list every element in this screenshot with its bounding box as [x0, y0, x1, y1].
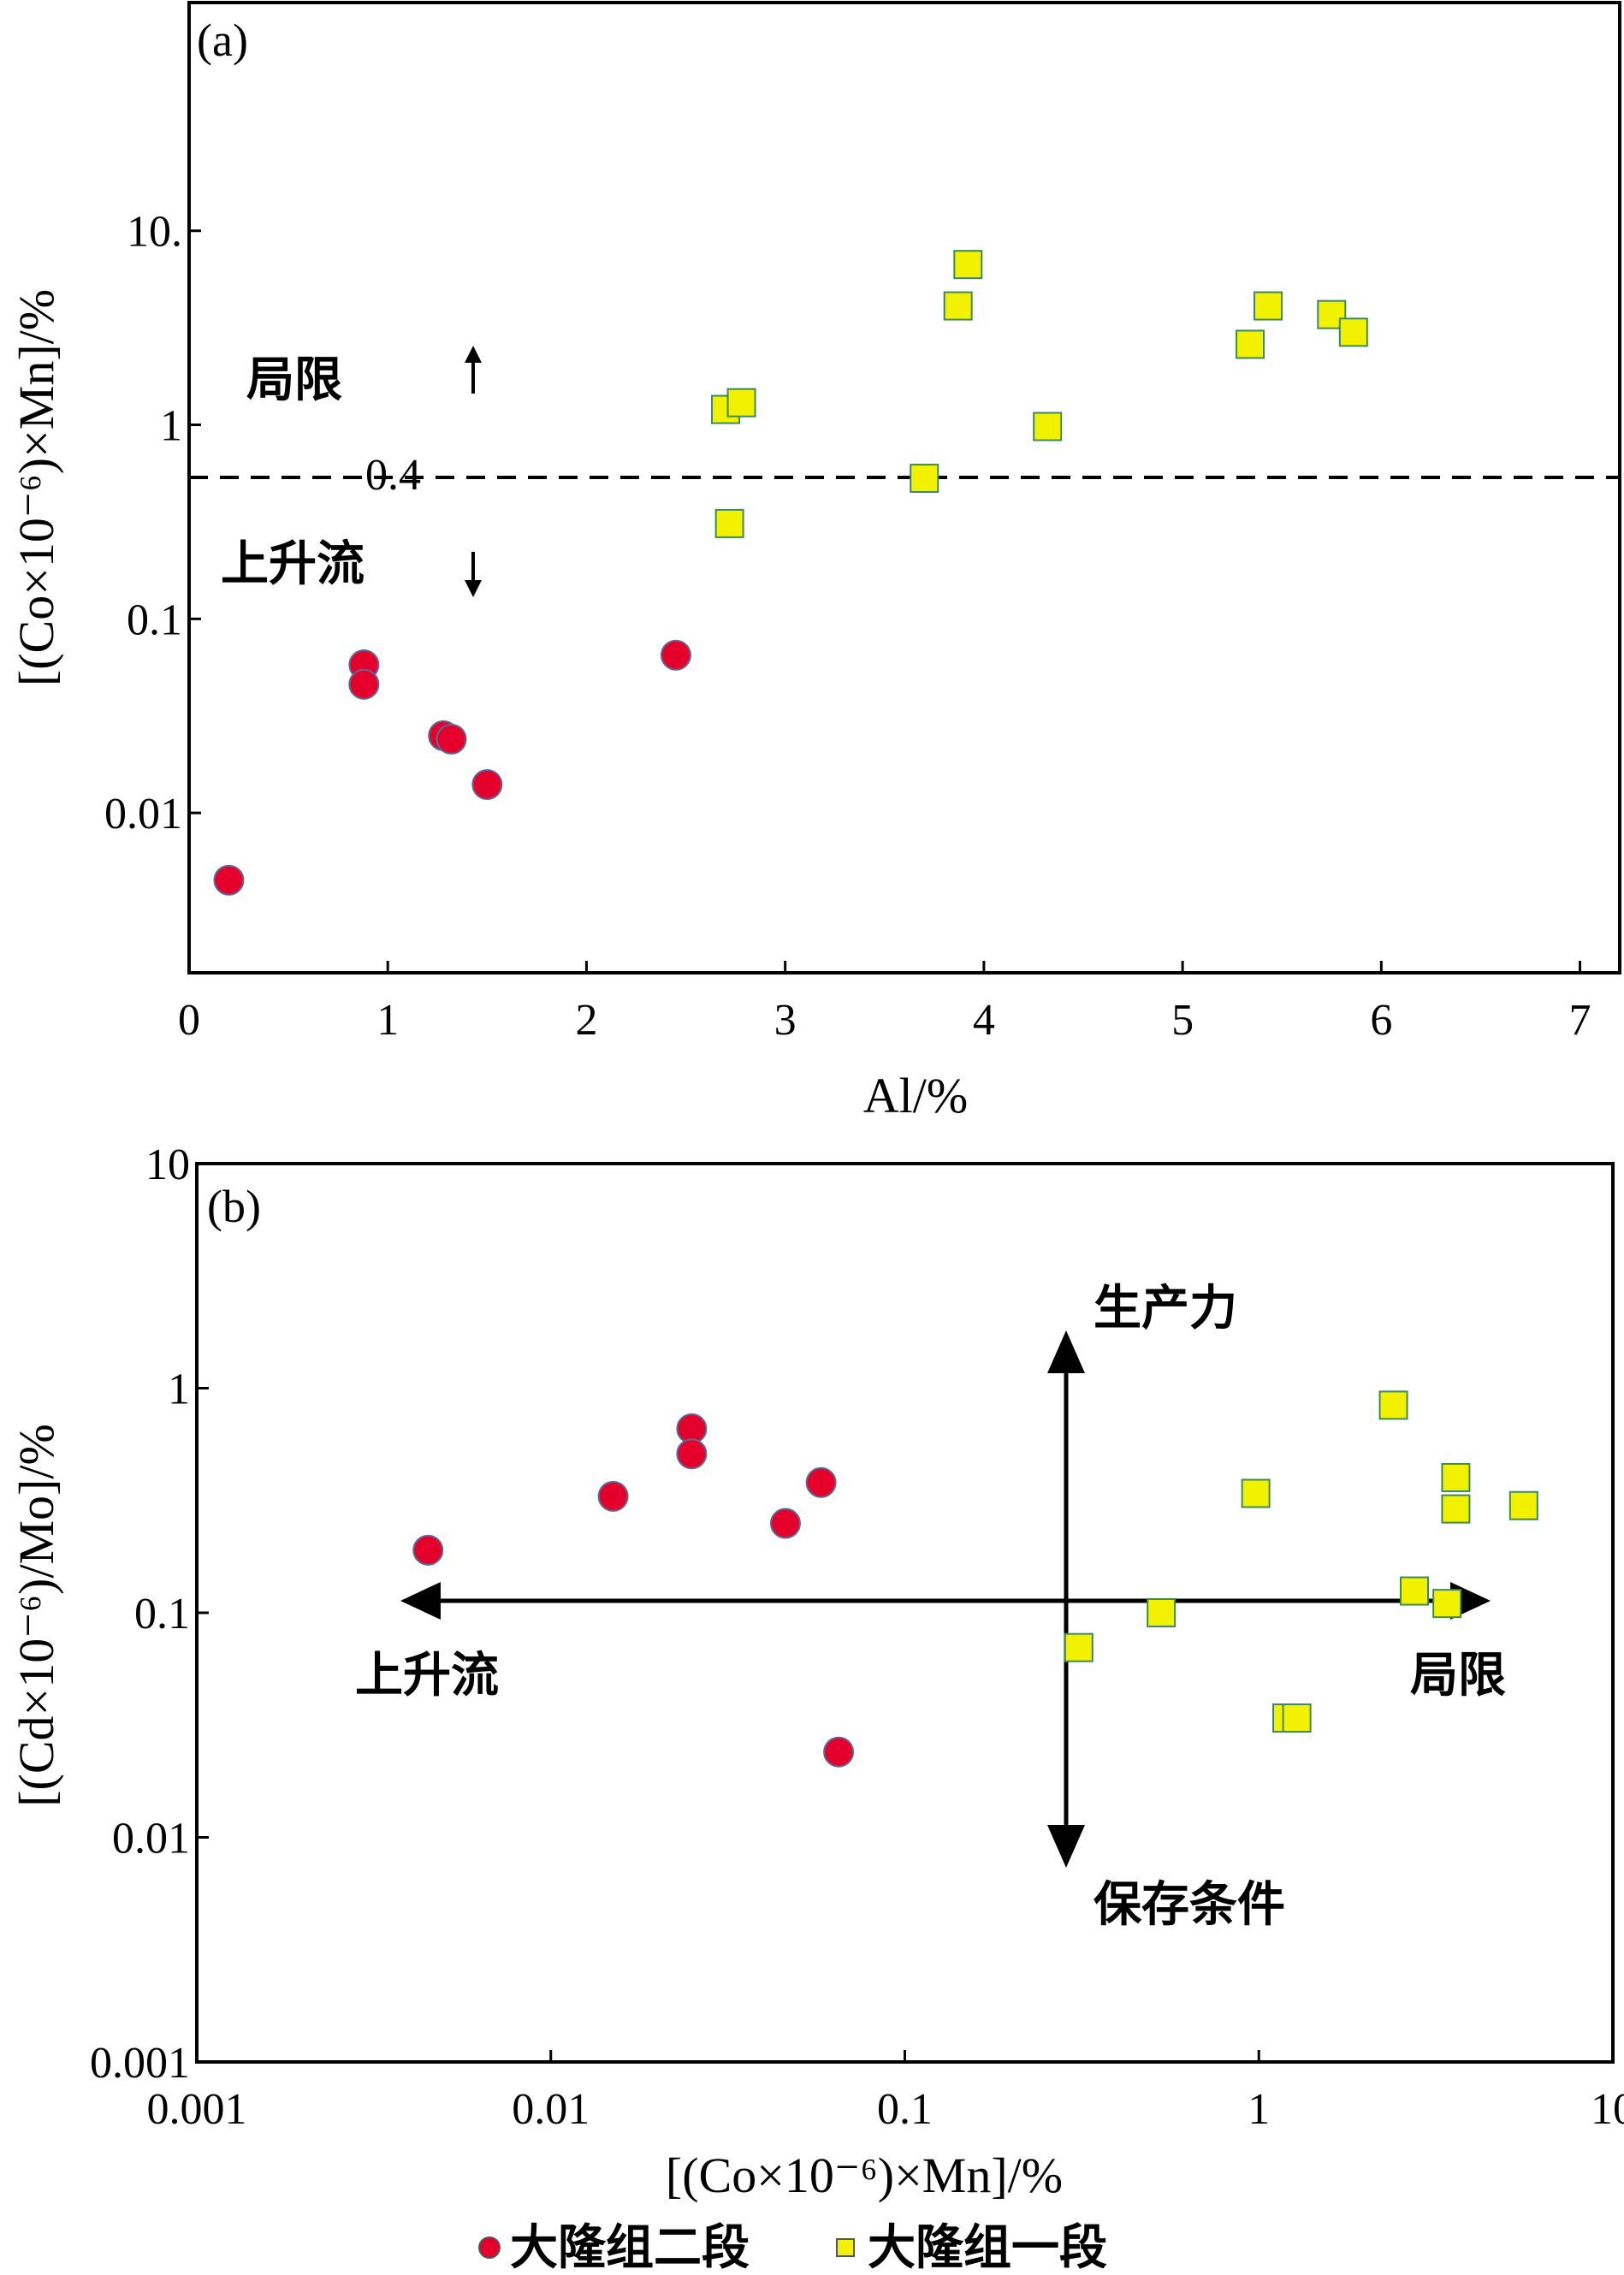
panel-b-x-tick-label: 0.1 — [877, 2085, 933, 2134]
panel-a-point-member1 — [953, 250, 983, 280]
panel-b-point-member1 — [1441, 1462, 1471, 1492]
panel-b-y-tick-label: 0.1 — [134, 1590, 190, 1638]
panel-b-point-member2 — [769, 1508, 801, 1539]
panel-b-x-tick-label: 0.001 — [147, 2085, 247, 2134]
panel-a-point-member1 — [1338, 317, 1368, 347]
panel-b-point-member1 — [1378, 1390, 1408, 1420]
label-preservation: 保存条件 — [1094, 1877, 1285, 1933]
panel-b-x-tick-label: 0.01 — [512, 2085, 590, 2134]
panel-a-point-member1 — [1033, 412, 1063, 441]
panel-a-point-member1 — [943, 291, 973, 321]
panel-a-x-tick-label: 1 — [376, 996, 399, 1045]
panel-a-y-tick-label: 0.1 — [127, 595, 182, 644]
panel-b-frame — [195, 1162, 1615, 2064]
panel-b-point-member1 — [1441, 1494, 1471, 1524]
legend-label-member1: 大隆组一段 — [868, 2220, 1107, 2275]
panel-a-point-member1 — [1253, 291, 1283, 321]
panel-a-x-tick-label: 5 — [1171, 996, 1194, 1045]
panel-a-x-tick-label: 2 — [575, 996, 597, 1045]
legend-marker-member1 — [836, 2238, 855, 2257]
panel-b-point-member1 — [1508, 1490, 1538, 1520]
panel-a-point-member1 — [726, 388, 756, 418]
panel-a-y-tick-label: 10. — [127, 208, 182, 257]
panel-a-x-axis-label: Al/% — [863, 1068, 968, 1123]
panel-b-point-member1 — [1241, 1478, 1271, 1508]
panel-a-point-member2 — [213, 864, 245, 896]
panel-a-x-tick-label: 4 — [973, 996, 995, 1045]
vertical-double-arrow-icon — [1047, 1330, 1085, 1868]
panel-b-point-member2 — [676, 1438, 708, 1470]
panel-b-x-axis-label: [(Co×10⁻⁶)×Mn]/% — [666, 2148, 1063, 2203]
panel-b-point-member1 — [1432, 1589, 1462, 1619]
panel-a-point-member2 — [436, 723, 467, 755]
panel-a-y-axis-label: [(Co×10⁻⁶)×Mn]/% — [9, 289, 64, 686]
legend-label-member2: 大隆组二段 — [510, 2220, 750, 2275]
panel-b-y-tick-label: 0.01 — [112, 1815, 190, 1863]
panel-b-point-member2 — [805, 1466, 837, 1498]
panel-a-y-tick-label: 0.01 — [104, 790, 182, 838]
threshold-label: 0.4 — [365, 451, 421, 500]
panel-b-point-member1 — [1400, 1576, 1430, 1606]
panel-a-x-tick-label: 6 — [1370, 996, 1392, 1045]
panel-a-point-member1 — [910, 464, 939, 494]
panel-b-y-tick-label: 10 — [145, 1140, 190, 1189]
panel-b-y-axis-label: [(Cd×10⁻⁶)/Mo]/% — [9, 1424, 64, 1807]
panel-a-point-member1 — [1236, 329, 1265, 359]
label-restricted-a: 局限 — [246, 353, 342, 408]
label-upwelling-b: 上升流 — [355, 1648, 499, 1703]
panel-a-point-member1 — [714, 508, 744, 538]
panel-b-point-member1 — [1064, 1632, 1094, 1662]
arrow-up-icon — [465, 346, 482, 394]
arrow-down-icon — [465, 552, 482, 597]
legend: 大隆组二段 大隆组一段 — [478, 2220, 1107, 2275]
label-upwelling-a: 上升流 — [221, 536, 365, 592]
panel-a-y-tick-label: 1 — [160, 402, 182, 451]
panel-a-point-member2 — [471, 768, 503, 800]
panel-a-point-member2 — [348, 668, 380, 700]
panel-a-point-member2 — [660, 639, 691, 671]
panel-b-x-tick-label: 1 — [1248, 2085, 1270, 2134]
panel-a-x-tick-label: 3 — [774, 996, 797, 1045]
panel-a-x-tick-label: 0 — [178, 996, 200, 1045]
panel-b-x-tick-label: 10 — [1591, 2085, 1624, 2134]
legend-marker-member2 — [478, 2236, 501, 2259]
panel-b-point-member1 — [1147, 1598, 1177, 1627]
label-restricted-b: 局限 — [1410, 1648, 1506, 1703]
panel-b-y-tick-label: 1 — [168, 1366, 190, 1414]
horizontal-double-arrow-icon — [400, 1582, 1491, 1620]
panel-a: (a) Al/% [(Co×10⁻⁶)×Mn]/% 0.4 局限 上升流 0 1 2… — [9, 1, 1621, 1123]
panel-b-point-member1 — [1282, 1703, 1312, 1733]
label-productivity: 生产力 — [1094, 1281, 1237, 1336]
panel-a-frame — [187, 1, 1621, 975]
panel-b-point-member2 — [597, 1480, 629, 1512]
panel-b-point-member2 — [412, 1534, 444, 1566]
panel-b-point-member2 — [823, 1736, 855, 1768]
panel-a-label: (a) — [197, 15, 248, 66]
panel-b-y-tick-label: 0.001 — [90, 2039, 190, 2088]
panel-b-label: (b) — [207, 1181, 261, 1232]
panel-a-x-tick-label: 7 — [1569, 996, 1591, 1045]
panel-b: (b) [(Co×10⁻⁶)×Mn]/% [(Cd×10⁻⁶)/Mo]/% 生产… — [9, 1140, 1624, 2203]
